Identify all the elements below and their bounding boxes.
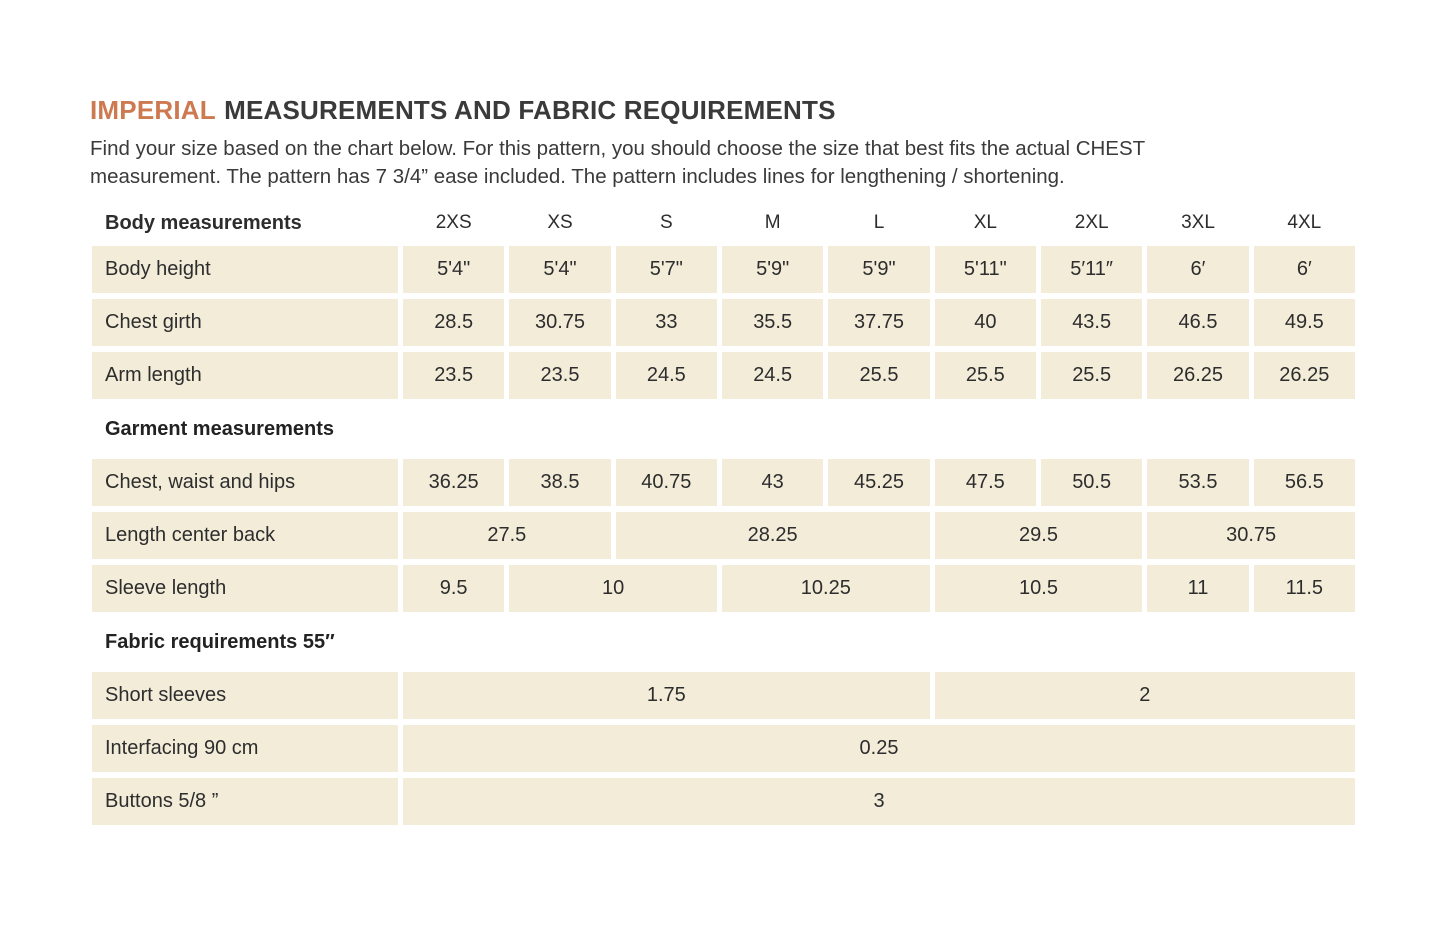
pattern-size-page: IMPERIAL MEASUREMENTS AND FABRIC REQUIREM… [90, 95, 1445, 825]
value-cell: 2 [934, 672, 1355, 719]
column-header-size-2xs: 2XS [403, 206, 505, 240]
column-header-size-xs: XS [509, 206, 611, 240]
value-cell: 45.25 [828, 459, 930, 506]
value-cell: 9.5 [403, 565, 505, 612]
row-label: Body height [92, 246, 398, 293]
value-cell: 53.5 [1147, 459, 1249, 506]
value-cell: 35.5 [722, 299, 824, 346]
value-cell: 36.25 [403, 459, 505, 506]
column-header-size-2xl: 2XL [1041, 206, 1143, 240]
row-label: Interfacing 90 cm [92, 725, 398, 772]
value-cell: 10.5 [934, 565, 1143, 612]
column-header-size-s: S [615, 206, 717, 240]
value-cell: 37.75 [828, 299, 930, 346]
row-label: Arm length [92, 352, 398, 399]
section-heading: Fabric requirements 55″ [92, 618, 1355, 666]
value-cell: 5′11″ [1041, 246, 1143, 293]
intro-line-2: measurement. The pattern has 7 3/4” ease… [90, 165, 1065, 188]
intro-text: Find your size based on the chart below.… [90, 135, 1445, 191]
value-cell: 11 [1147, 565, 1249, 612]
value-cell: 5'9" [828, 246, 930, 293]
intro-line-1: Find your size based on the chart below.… [90, 137, 1146, 160]
value-cell: 25.5 [934, 352, 1036, 399]
value-cell: 47.5 [934, 459, 1036, 506]
value-cell: 26.25 [1147, 352, 1249, 399]
value-cell: 29.5 [934, 512, 1143, 559]
value-cell: 10.25 [722, 565, 930, 612]
value-cell: 3 [403, 778, 1355, 825]
value-cell: 6′ [1147, 246, 1249, 293]
value-cell: 38.5 [509, 459, 611, 506]
value-cell: 30.75 [509, 299, 611, 346]
title-accent: IMPERIAL [90, 95, 216, 125]
column-header-size-3xl: 3XL [1147, 206, 1249, 240]
title-rest: MEASUREMENTS AND FABRIC REQUIREMENTS [224, 95, 836, 125]
row-label: Sleeve length [92, 565, 398, 612]
section-heading: Garment measurements [92, 405, 1355, 453]
value-cell: 25.5 [1041, 352, 1143, 399]
row-label: Chest girth [92, 299, 398, 346]
value-cell: 28.5 [403, 299, 505, 346]
page-title: IMPERIAL MEASUREMENTS AND FABRIC REQUIREM… [90, 95, 1445, 126]
value-cell: 40 [934, 299, 1036, 346]
value-cell: 24.5 [615, 352, 717, 399]
value-cell: 5'4" [509, 246, 611, 293]
value-cell: 50.5 [1041, 459, 1143, 506]
size-table: Body measurements 2XS XS S M L XL 2XL 3X… [92, 206, 1355, 825]
value-cell: 23.5 [509, 352, 611, 399]
value-cell: 25.5 [828, 352, 930, 399]
row-label: Buttons 5/8 ” [92, 778, 398, 825]
value-cell: 46.5 [1147, 299, 1249, 346]
value-cell: 23.5 [403, 352, 505, 399]
value-cell: 49.5 [1253, 299, 1355, 346]
value-cell: 5'9" [722, 246, 824, 293]
column-header-size-m: M [722, 206, 824, 240]
value-cell: 6′ [1253, 246, 1355, 293]
value-cell: 5'11" [934, 246, 1036, 293]
column-header-size-xl: XL [934, 206, 1036, 240]
value-cell: 56.5 [1253, 459, 1355, 506]
value-cell: 5'7" [615, 246, 717, 293]
row-label: Chest, waist and hips [92, 459, 398, 506]
row-label: Short sleeves [92, 672, 398, 719]
value-cell: 5'4" [403, 246, 505, 293]
value-cell: 24.5 [722, 352, 824, 399]
row-label: Length center back [92, 512, 398, 559]
value-cell: 43.5 [1041, 299, 1143, 346]
column-header-size-4xl: 4XL [1253, 206, 1355, 240]
value-cell: 28.25 [615, 512, 930, 559]
value-cell: 11.5 [1253, 565, 1355, 612]
value-cell: 26.25 [1253, 352, 1355, 399]
value-cell: 40.75 [615, 459, 717, 506]
value-cell: 0.25 [403, 725, 1355, 772]
value-cell: 33 [615, 299, 717, 346]
column-header-size-l: L [828, 206, 930, 240]
value-cell: 30.75 [1147, 512, 1355, 559]
value-cell: 27.5 [403, 512, 611, 559]
column-header-body-measurements: Body measurements [92, 206, 398, 240]
value-cell: 43 [722, 459, 824, 506]
value-cell: 10 [509, 565, 717, 612]
value-cell: 1.75 [403, 672, 930, 719]
